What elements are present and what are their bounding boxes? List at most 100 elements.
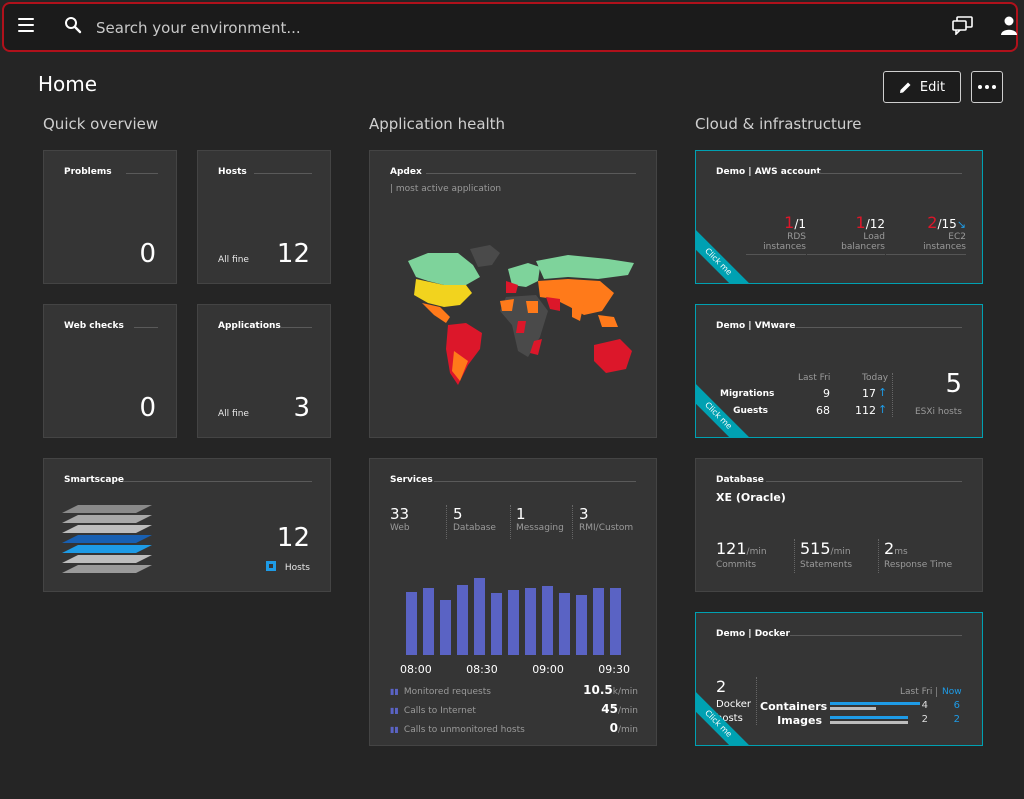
applications-tile[interactable]: Applications All fine 3	[197, 304, 331, 438]
services-database-stat: 5 Database	[453, 505, 496, 533]
problems-title: Problems	[64, 167, 112, 177]
stat-divider	[794, 539, 796, 573]
problems-tile[interactable]: Problems 0	[43, 150, 177, 284]
services-bar	[525, 588, 536, 655]
services-bar	[610, 588, 621, 655]
database-statements-unit: /min	[830, 547, 851, 557]
services-messaging-stat: 1 Messaging	[516, 505, 564, 533]
web-checks-tile[interactable]: Web checks 0	[43, 304, 177, 438]
database-tile[interactable]: Database XE (Oracle) 121/min Commits 515…	[695, 458, 983, 592]
docker-title: Demo | Docker	[716, 629, 790, 639]
smartscape-layers-icon	[62, 505, 152, 573]
services-rmi-stat: 3 RMI/Custom	[579, 505, 633, 533]
docker-hosts-label2: hosts	[716, 713, 743, 724]
hosts-status: All fine	[218, 255, 249, 265]
tile-divider	[434, 481, 636, 482]
smartscape-tile[interactable]: Smartscape 12 Hosts	[43, 458, 331, 592]
docker-containers-last-bar	[830, 707, 876, 710]
services-bar	[542, 586, 553, 655]
vmware-guests-today: 112	[855, 404, 876, 417]
applications-title: Applications	[218, 321, 281, 331]
edit-label: Edit	[919, 79, 946, 95]
applications-status: All fine	[218, 409, 249, 419]
menu-icon[interactable]	[18, 18, 34, 32]
vmware-migrations-today: 17	[862, 387, 876, 400]
services-messaging-count: 1	[516, 505, 526, 523]
metric-row: ▮▮ Calls to unmonitored hosts 0/min	[390, 717, 638, 736]
services-bar	[440, 600, 451, 655]
metric-label: Monitored requests	[403, 687, 491, 697]
services-bar	[491, 593, 502, 655]
edit-button[interactable]: Edit	[883, 71, 961, 103]
tile-divider	[134, 327, 158, 328]
vmware-guests-last: 68	[816, 404, 830, 417]
aws-lb-stat: 1/12 Load balancers	[807, 213, 885, 255]
hosts-tile[interactable]: Hosts All fine 12	[197, 150, 331, 284]
aws-rds-stat: 1/1 RDS instances	[746, 213, 806, 255]
database-commits-stat: 121/min Commits	[716, 539, 767, 570]
database-title: Database	[716, 475, 764, 485]
database-commits-unit: /min	[746, 547, 767, 557]
trend-down-icon: ↘	[956, 218, 966, 231]
smartscape-hosts-label: Hosts	[284, 563, 310, 573]
services-messaging-label: Messaging	[516, 523, 564, 533]
services-database-label: Database	[453, 523, 496, 533]
docker-containers-now-bar	[830, 702, 920, 705]
smartscape-title: Smartscape	[64, 475, 124, 485]
apdex-tile[interactable]: Apdex | most active application	[369, 150, 657, 438]
metric-value: 0	[609, 721, 618, 735]
world-map	[408, 245, 634, 385]
services-web-stat: 33 Web	[390, 505, 410, 533]
search-input[interactable]	[94, 12, 798, 44]
page-title: Home	[38, 72, 98, 96]
vmware-migrations-last: 9	[823, 387, 830, 400]
user-icon[interactable]	[1000, 15, 1018, 35]
problems-count: 0	[139, 239, 156, 269]
apdex-title: Apdex	[390, 167, 422, 177]
stat-divider	[892, 373, 894, 417]
aws-lb-total: /12	[865, 217, 885, 231]
vmware-migrations-label: Migrations	[720, 389, 775, 399]
database-commits-value: 121	[716, 539, 747, 558]
metric-row: ▮▮ Calls to Internet 45/min	[390, 698, 638, 717]
services-bar-chart	[406, 567, 628, 655]
tile-divider	[790, 635, 962, 636]
services-rmi-count: 3	[579, 505, 589, 523]
vmware-tile[interactable]: Demo | VMware Last Fri Today Migrations …	[695, 304, 983, 438]
more-options-button[interactable]	[971, 71, 1003, 103]
chat-icon[interactable]	[952, 15, 974, 35]
vmware-esxi-count: 5	[945, 369, 962, 399]
aws-ec2-total: /15	[937, 217, 957, 231]
docker-col-lastfri: Last Fri	[900, 687, 933, 697]
aws-lb-label2: balancers	[841, 242, 885, 252]
aws-stats: 1/1 RDS instances 1/12 Load balancers 2/…	[746, 213, 966, 255]
aws-ec2-label1: EC2	[948, 232, 966, 242]
aws-ec2-label2: instances	[923, 242, 966, 252]
docker-hosts-count: 2	[716, 677, 727, 696]
tile-divider	[254, 173, 312, 174]
services-bar	[474, 578, 485, 655]
database-name: XE (Oracle)	[716, 491, 786, 504]
section-quick-overview: Quick overview	[43, 115, 159, 133]
aws-account-tile[interactable]: Demo | AWS account 1/1 RDS instances 1/1…	[695, 150, 983, 284]
bar-chart-icon: ▮▮	[390, 725, 399, 734]
tile-divider	[280, 327, 312, 328]
services-database-count: 5	[453, 505, 463, 523]
metric-row: ▮▮ Monitored requests 10.5k/min	[390, 679, 638, 698]
services-tile[interactable]: Services 33 Web 5 Database 1 Messaging 3…	[369, 458, 657, 746]
stat-divider	[878, 539, 880, 573]
smartscape-hosts-count: 12	[276, 523, 310, 553]
vmware-col-lastfri: Last Fri	[798, 373, 831, 383]
services-bar	[406, 592, 417, 655]
services-rmi-label: RMI/Custom	[579, 523, 634, 533]
services-metrics: ▮▮ Monitored requests 10.5k/min ▮▮ Calls…	[390, 679, 638, 736]
docker-tile[interactable]: Demo | Docker 2 Docker hosts Last Fri No…	[695, 612, 983, 746]
services-web-label: Web	[390, 523, 410, 533]
docker-containers-label: Containers	[760, 700, 828, 713]
bar-chart-icon: ▮▮	[390, 706, 399, 715]
services-bar	[559, 593, 570, 655]
search-icon	[65, 17, 82, 34]
time-label: 09:00	[532, 663, 564, 676]
docker-hosts-label1: Docker	[716, 699, 752, 710]
services-bar	[423, 588, 434, 655]
